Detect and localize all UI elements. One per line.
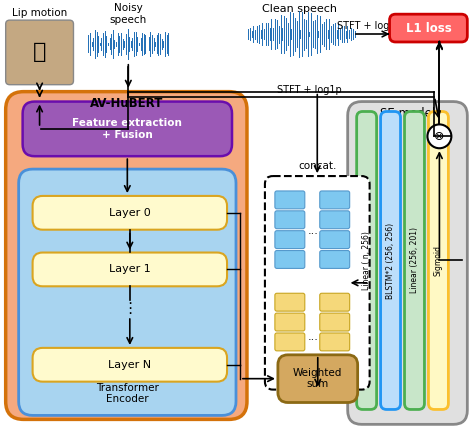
Text: Layer 1: Layer 1	[109, 264, 151, 274]
FancyBboxPatch shape	[320, 191, 350, 209]
Text: ...: ...	[307, 226, 318, 236]
FancyBboxPatch shape	[23, 102, 232, 156]
FancyBboxPatch shape	[405, 111, 425, 410]
Text: STFT + log1p: STFT + log1p	[337, 21, 402, 31]
FancyBboxPatch shape	[357, 111, 377, 410]
FancyBboxPatch shape	[275, 293, 305, 311]
Text: Layer N: Layer N	[108, 360, 151, 370]
FancyBboxPatch shape	[275, 251, 305, 268]
Text: Noisy
speech: Noisy speech	[109, 3, 147, 25]
FancyBboxPatch shape	[275, 333, 305, 351]
Text: Linear (256, 201): Linear (256, 201)	[410, 228, 419, 293]
Text: L1 loss: L1 loss	[406, 22, 451, 35]
FancyBboxPatch shape	[320, 333, 350, 351]
Text: Clean speech: Clean speech	[262, 4, 337, 14]
FancyBboxPatch shape	[265, 176, 370, 390]
FancyBboxPatch shape	[275, 211, 305, 229]
FancyBboxPatch shape	[19, 169, 236, 416]
FancyBboxPatch shape	[278, 355, 357, 403]
FancyBboxPatch shape	[6, 20, 73, 85]
FancyBboxPatch shape	[275, 191, 305, 209]
Text: STFT + log1p: STFT + log1p	[278, 85, 342, 95]
Text: ...: ...	[307, 332, 318, 342]
Text: Feature extraction
+ Fusion: Feature extraction + Fusion	[72, 118, 182, 140]
FancyBboxPatch shape	[32, 253, 227, 286]
FancyBboxPatch shape	[320, 231, 350, 248]
FancyBboxPatch shape	[381, 111, 400, 410]
Text: Weighted
sum: Weighted sum	[293, 368, 342, 390]
Text: Sigmoid: Sigmoid	[434, 245, 443, 276]
FancyBboxPatch shape	[320, 293, 350, 311]
FancyBboxPatch shape	[389, 14, 467, 42]
Text: Linear ( n, 256): Linear ( n, 256)	[362, 231, 371, 290]
FancyBboxPatch shape	[6, 92, 247, 419]
FancyBboxPatch shape	[428, 111, 448, 410]
Text: AV-HuBERT: AV-HuBERT	[89, 97, 163, 110]
Circle shape	[427, 124, 451, 148]
Text: BLSTM*2 (256, 256): BLSTM*2 (256, 256)	[386, 222, 395, 299]
Text: 👄: 👄	[33, 42, 46, 62]
Text: concat.: concat.	[298, 161, 337, 171]
Text: Transformer
Encoder: Transformer Encoder	[96, 383, 159, 404]
Text: Lip motion: Lip motion	[12, 8, 67, 18]
Text: SE model: SE model	[380, 107, 435, 120]
FancyBboxPatch shape	[320, 211, 350, 229]
FancyBboxPatch shape	[320, 313, 350, 331]
FancyBboxPatch shape	[32, 196, 227, 230]
FancyBboxPatch shape	[32, 348, 227, 381]
FancyBboxPatch shape	[275, 231, 305, 248]
Text: ⊗: ⊗	[434, 130, 445, 143]
FancyBboxPatch shape	[275, 313, 305, 331]
Text: Layer 0: Layer 0	[109, 208, 151, 218]
FancyBboxPatch shape	[347, 102, 467, 424]
FancyBboxPatch shape	[320, 251, 350, 268]
Text: ⋮: ⋮	[122, 301, 138, 316]
